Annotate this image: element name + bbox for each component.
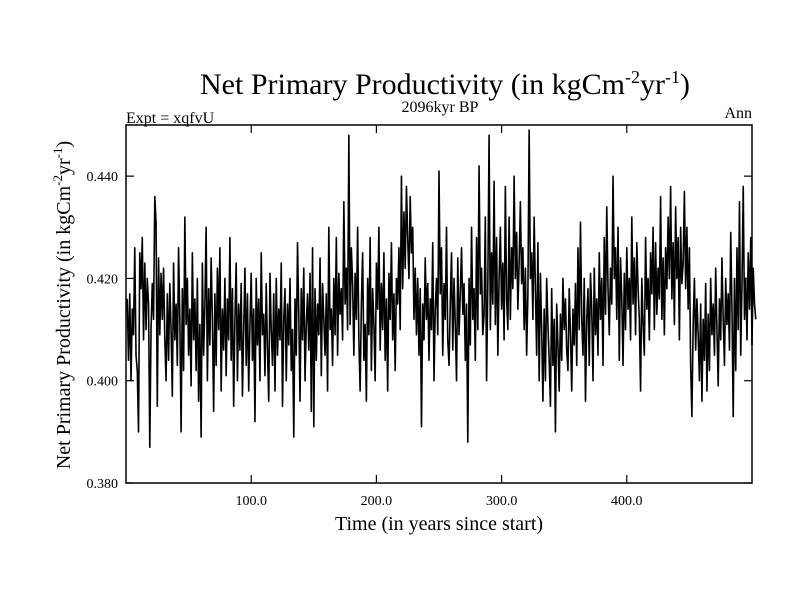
chart-title: Net Primary Productivity (in kgCm-2yr-1) (200, 67, 690, 101)
period-label: 2096kyr BP (402, 99, 479, 116)
season-label: Ann (724, 105, 752, 122)
y-tick-label: 0.380 (87, 477, 119, 492)
y-axis: 0.380 0.400 0.420 0.440 (87, 170, 752, 492)
plot-area: 100.0 200.0 300.0 400.0 0.380 0.400 0.420 0.44… (87, 124, 757, 509)
experiment-label: Expt = xqfvU (126, 110, 215, 127)
y-tick-label: 0.420 (87, 272, 119, 287)
x-tick-label: 200.0 (361, 494, 393, 509)
x-tick-label: 100.0 (235, 494, 267, 509)
x-tick-label: 300.0 (486, 494, 518, 509)
y-axis-label: Net Primary Productivity (in kgCm-2yr-1) (50, 141, 75, 469)
x-axis: 100.0 200.0 300.0 400.0 (235, 125, 643, 509)
x-tick-label: 400.0 (611, 494, 643, 509)
y-tick-label: 0.440 (87, 170, 119, 185)
series-line (126, 129, 757, 448)
y-tick-label: 0.400 (87, 375, 119, 390)
plot-frame (125, 124, 753, 484)
x-axis-label: Time (in years since start) (335, 513, 543, 535)
